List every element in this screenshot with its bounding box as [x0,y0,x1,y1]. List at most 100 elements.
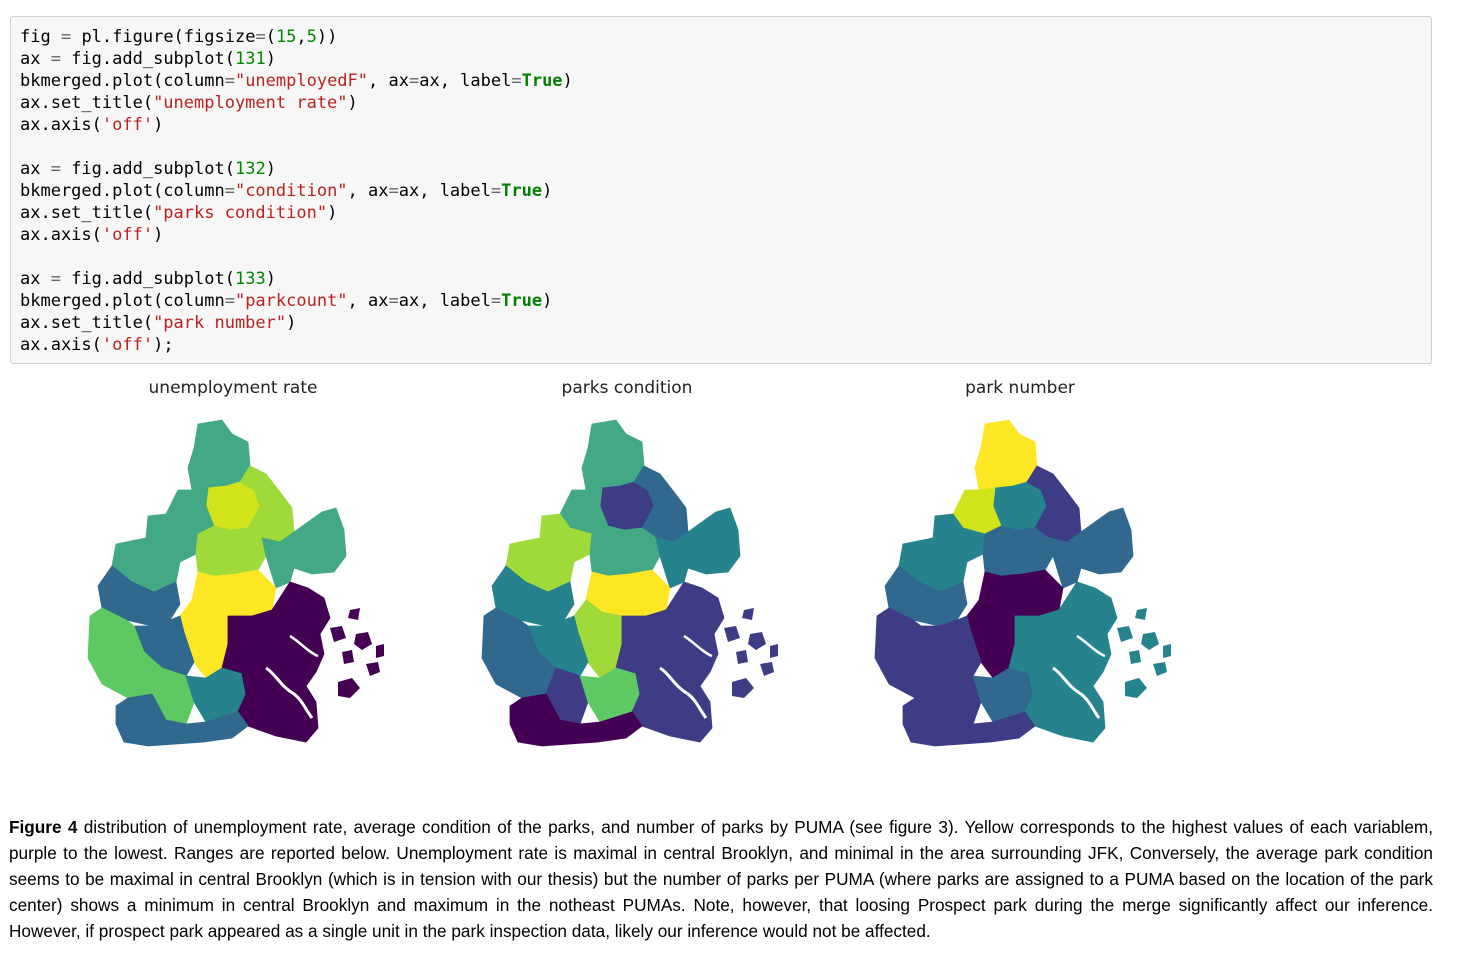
code-token: "parks condition" [153,203,328,223]
code-token: ax, label [398,181,491,201]
code-token: = [255,27,266,47]
code-token: ax [20,269,51,289]
puma-region-bottom [509,693,643,747]
code-line: ax = fig.add_subplot(132) [20,158,1431,180]
water-channel [265,666,314,719]
code-token: = [224,71,235,91]
code-token: fig [20,27,61,47]
code-cell[interactable]: fig = pl.figure(figsize=(15,5)) ax = fig.… [10,16,1432,364]
code-token: 133 [234,269,266,289]
puma-region-east_b [655,537,689,589]
code-token: , ax [347,181,389,201]
code-line: ax.axis('off') [20,114,1431,136]
code-token: fig.add_subplot( [60,269,235,289]
puma-region-se [1024,673,1106,743]
brooklyn-map-parknumber [874,419,1171,747]
island-shape [1135,608,1147,620]
island-shape [1129,650,1141,664]
puma-region-north [187,419,251,491]
code-token: ) [265,269,276,289]
island-shape [338,678,360,698]
code-token: ( [265,27,276,47]
code-token: = [50,269,61,289]
puma-region-north [581,419,645,491]
code-token: = [388,291,399,311]
puma-region-east_b [261,537,295,589]
code-token: ) [347,93,358,113]
code-line: ax.set_title("parks condition") [20,202,1431,224]
water-channel [683,634,713,658]
code-token: True [501,291,543,311]
island-shape [1163,644,1171,658]
island-shape [748,632,766,650]
code-line: fig = pl.figure(figsize=(15,5)) [20,26,1431,48]
code-token: ) [542,181,553,201]
code-token: ax.axis( [20,225,102,245]
code-token: "condition" [234,181,348,201]
code-token: "parkcount" [234,291,348,311]
code-token: ) [265,159,276,179]
code-token: 'off' [101,115,154,135]
code-token: "unemployedF" [234,71,369,91]
code-token: = [490,181,502,201]
puma-region-east_b [1048,537,1082,589]
puma-region-center_n [982,525,1054,577]
code-token: ) [265,49,276,69]
map-title-condition: parks condition [561,378,693,398]
code-line [20,136,1431,158]
code-token: = [50,159,61,179]
code-line [20,246,1431,268]
code-token: True [521,71,563,91]
brooklyn-map-condition [481,419,778,747]
map-title-unemployment: unemployment rate [148,378,318,398]
code-token: ax, label [419,71,512,91]
caption-text: distribution of unemployment rate, avera… [9,817,1433,941]
water-channel [1076,634,1106,658]
code-token: = [224,291,235,311]
code-token: ); [153,335,174,355]
island-shape [760,662,774,676]
code-token: ) [153,225,164,245]
code-token: bkmerged.plot(column [20,181,225,201]
map-title-parknumber: park number [965,378,1075,398]
island-shape [342,650,354,664]
island-shape [770,644,778,658]
puma-region-north [974,419,1038,491]
code-token: ) [327,203,338,223]
code-token: ) [562,71,573,91]
code-token: ax.axis( [20,115,102,135]
code-token: bkmerged.plot(column [20,291,225,311]
island-shape [724,626,740,642]
code-token: 'off' [101,225,154,245]
puma-region-center_n [589,525,661,577]
code-token: ax.set_title( [20,93,154,113]
figure-caption: Figure 4 distribution of unemployment ra… [9,814,1433,944]
island-shape [1125,678,1147,698]
code-token: ax, label [398,291,491,311]
island-shape [732,678,754,698]
code-line: ax.set_title("park number") [20,312,1431,334]
code-token: = [408,71,420,91]
code-token: pl.figure(figsize [71,27,256,47]
island-shape [736,650,748,664]
code-token: fig.add_subplot( [60,49,235,69]
code-line: ax.axis('off') [20,224,1431,246]
code-token: 'off' [101,335,154,355]
code-token: = [511,71,522,91]
brooklyn-map-unemployment [87,419,384,747]
caption-label: Figure 4 [9,817,78,837]
code-token: 15 [275,27,297,47]
water-channel [289,634,319,658]
code-line: bkmerged.plot(column="condition", ax=ax,… [20,180,1431,202]
code-line: ax = fig.add_subplot(131) [20,48,1431,70]
code-token: ax.axis( [20,335,102,355]
island-shape [742,608,754,620]
island-shape [330,626,346,642]
code-token: bkmerged.plot(column [20,71,225,91]
code-token: 132 [234,159,266,179]
island-shape [1117,626,1133,642]
code-token: ) [542,291,553,311]
code-line: ax.axis('off'); [20,334,1431,356]
code-token: "park number" [153,313,287,333]
code-token: 131 [234,49,266,69]
